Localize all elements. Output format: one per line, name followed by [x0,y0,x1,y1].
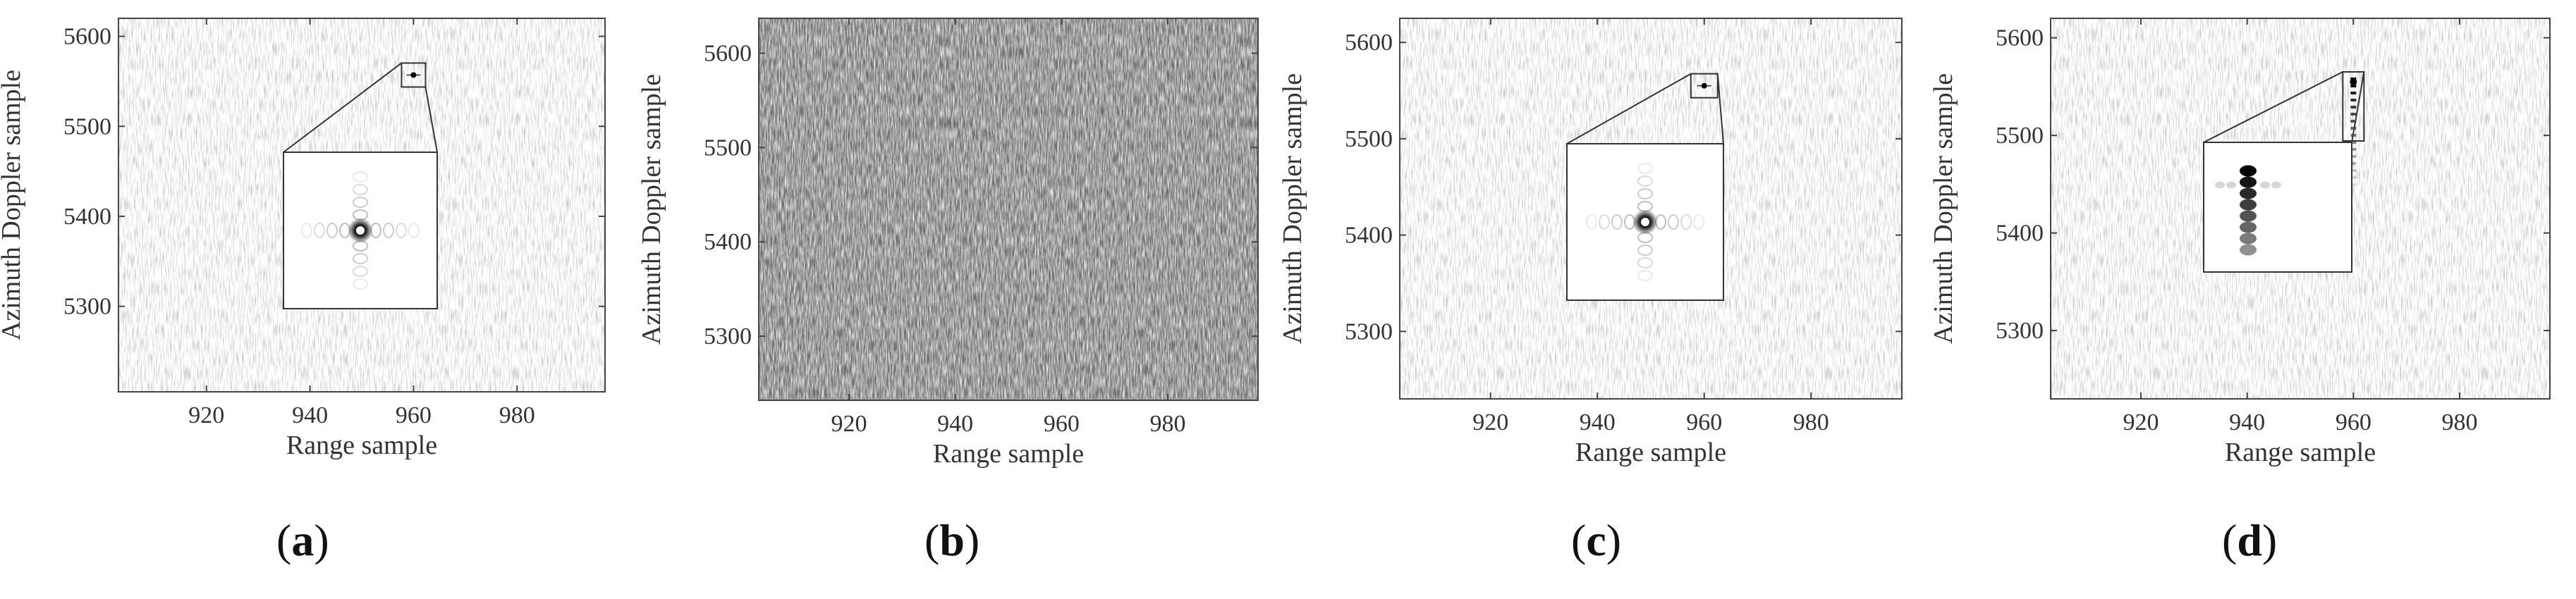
inset-side-lobe [2271,181,2281,188]
x-tick-label: 980 [1149,411,1185,437]
caption-d: (d) [2222,514,2277,567]
inset-peak-highlight [1641,218,1649,226]
x-axis-label: Range sample [1575,438,1726,467]
y-tick-label: 5600 [1345,30,1393,56]
y-tick-label: 5600 [704,41,752,67]
caption-a: (a) [276,514,329,567]
noise-texture [759,18,1258,400]
y-tick-label: 5500 [63,113,111,140]
inset-response-lobe [2240,187,2257,199]
x-axis-label: Range sample [933,439,1084,469]
x-tick-label: 940 [292,402,328,428]
x-tick-label: 920 [2123,409,2159,436]
x-tick-label: 960 [1686,409,1722,436]
target-peak [2350,78,2357,85]
y-tick-label: 5500 [704,135,752,161]
y-axis-label: Azimuth Doppler sample [1929,73,1958,344]
y-tick-label: 5400 [63,204,111,230]
x-tick-label: 940 [2229,409,2265,436]
x-tick-label: 980 [1793,409,1829,436]
inset-response-lobe [2240,176,2257,187]
y-axis-label: Azimuth Doppler sample [637,74,666,345]
x-tick-label: 960 [2336,409,2371,436]
inset-response-lobe [2240,221,2257,233]
inset-side-lobe [2215,181,2225,188]
x-tick-label: 920 [831,411,867,437]
y-tick-label: 5300 [1345,319,1393,345]
y-axis-label: Azimuth Doppler sample [1278,73,1307,344]
inset-response-lobe [2240,165,2257,176]
inset-peak-highlight [356,226,365,235]
y-tick-label: 5300 [1996,318,2044,344]
x-axis-label: Range sample [286,431,437,460]
chart-panel-b: 920 940 960 980 5300 5400 5500 5600 Range sample… [637,18,1258,469]
chart-panel-c: 920 940 960 980 5300 5400 5500 5600 Range sample… [1278,18,1902,467]
x-tick-label: 920 [1472,409,1508,436]
inset-response-lobe [2240,233,2257,244]
x-tick-label: 980 [2441,409,2477,436]
x-tick-label: 960 [1044,411,1080,437]
inset-response-lobe [2240,210,2257,221]
target-streak-segment [2350,113,2356,116]
y-tick-label: 5600 [63,24,111,50]
zoom-inset [2204,142,2352,272]
x-tick-label: 960 [396,402,432,428]
chart-panel-a: 920 940 960 980 5300 5400 5500 5600 Range sample… [0,18,605,460]
y-tick-label: 5400 [1996,221,2044,247]
inset-side-lobe [2226,181,2236,188]
target-streak-segment [2350,106,2356,109]
inset-side-lobe [2260,181,2270,188]
y-tick-label: 5600 [1996,25,2044,51]
y-tick-label: 5400 [704,229,752,255]
y-tick-label: 5400 [1345,223,1393,249]
x-axis-label: Range sample [2225,438,2376,467]
y-tick-label: 5500 [1345,126,1393,152]
y-tick-label: 5500 [1996,123,2044,149]
x-tick-label: 940 [937,411,973,437]
target-streak-segment [2350,92,2356,94]
caption-b: (b) [924,514,979,567]
y-tick-label: 5300 [704,323,752,350]
y-axis-label: Azimuth Doppler sample [0,70,26,340]
target-streak-segment [2350,99,2356,101]
y-tick-label: 5300 [63,294,111,320]
x-tick-label: 920 [188,402,224,428]
inset-response-lobe [2240,199,2257,210]
chart-panel-d: 920 940 960 980 5300 5400 5500 5600 Range sample… [1929,18,2550,467]
target-peak [1702,83,1707,89]
caption-c: (c) [1571,514,1621,567]
inset-response-lobe [2240,244,2257,255]
target-peak [410,72,416,78]
x-tick-label: 980 [499,402,535,428]
x-tick-label: 940 [1580,409,1616,436]
